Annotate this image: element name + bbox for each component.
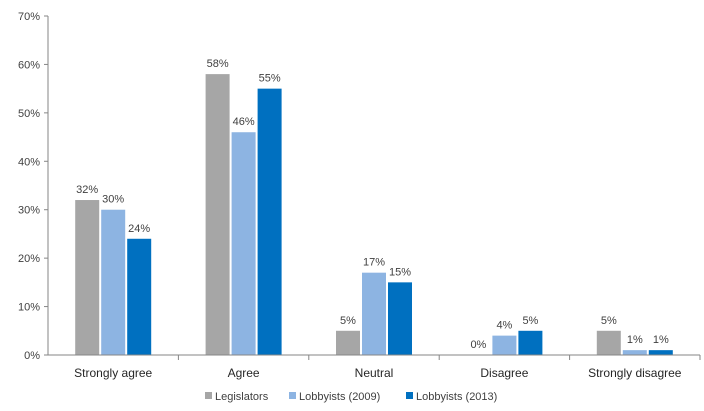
y-axis: 0% 10% 20% 30% 40% 50% 60% 70% — [18, 11, 49, 362]
bar — [622, 350, 647, 355]
data-label: 58% — [207, 58, 229, 70]
bar — [257, 88, 282, 356]
x-category-label: Strongly agree — [74, 366, 152, 380]
bar — [231, 132, 256, 355]
y-tick-label: 10% — [18, 302, 40, 314]
bar — [127, 238, 152, 355]
y-tick-label: 50% — [18, 108, 40, 120]
y-tick-label: 20% — [18, 253, 40, 265]
x-category-label: Agree — [228, 366, 260, 380]
data-label: 5% — [601, 315, 617, 327]
data-label: 30% — [102, 194, 124, 206]
legend-label: Lobbyists (2013) — [416, 391, 497, 403]
bar — [75, 200, 100, 355]
data-label: 24% — [128, 223, 150, 235]
bar — [205, 74, 230, 355]
bar — [596, 330, 621, 355]
data-label: 15% — [389, 266, 411, 278]
legend-label: Legislators — [215, 391, 269, 403]
data-labels: 32% 30% 24% 58% 46% 55% 5% 17% 15% 0% 4% 5% 5% 1% 1% — [76, 58, 669, 351]
data-label: 5% — [522, 315, 538, 327]
legend: Legislators Lobbyists (2009) Lobbyists (20… — [205, 391, 497, 403]
y-tick-label: 70% — [18, 11, 40, 23]
y-tick-label: 40% — [18, 156, 40, 168]
y-tick-label: 60% — [18, 59, 40, 71]
data-label: 46% — [233, 116, 255, 128]
data-label: 17% — [363, 257, 385, 269]
x-category-label: Neutral — [355, 366, 394, 380]
bar — [336, 330, 360, 355]
bar — [492, 335, 517, 355]
legend-swatch — [289, 392, 296, 399]
data-label: 55% — [259, 73, 281, 85]
bar — [362, 272, 386, 355]
legend-swatch — [406, 392, 413, 399]
data-label: 1% — [627, 334, 643, 346]
legend-label: Lobbyists (2009) — [299, 391, 380, 403]
bar — [388, 282, 412, 355]
bar — [101, 209, 126, 355]
bar — [518, 330, 543, 355]
y-tick-label: 0% — [24, 350, 40, 362]
bars — [75, 74, 673, 356]
bar — [648, 350, 673, 355]
legend-swatch — [205, 392, 212, 399]
x-category-label: Disagree — [480, 366, 528, 380]
data-label: 4% — [496, 320, 512, 332]
data-label: 0% — [470, 339, 486, 351]
x-category-label: Strongly disagree — [588, 366, 682, 380]
x-axis: Strongly agree Agree Neutral Disagree Strong… — [48, 354, 701, 380]
data-label: 32% — [76, 184, 98, 196]
data-label: 5% — [340, 315, 356, 327]
y-tick-label: 30% — [18, 205, 40, 217]
data-label: 1% — [653, 334, 669, 346]
